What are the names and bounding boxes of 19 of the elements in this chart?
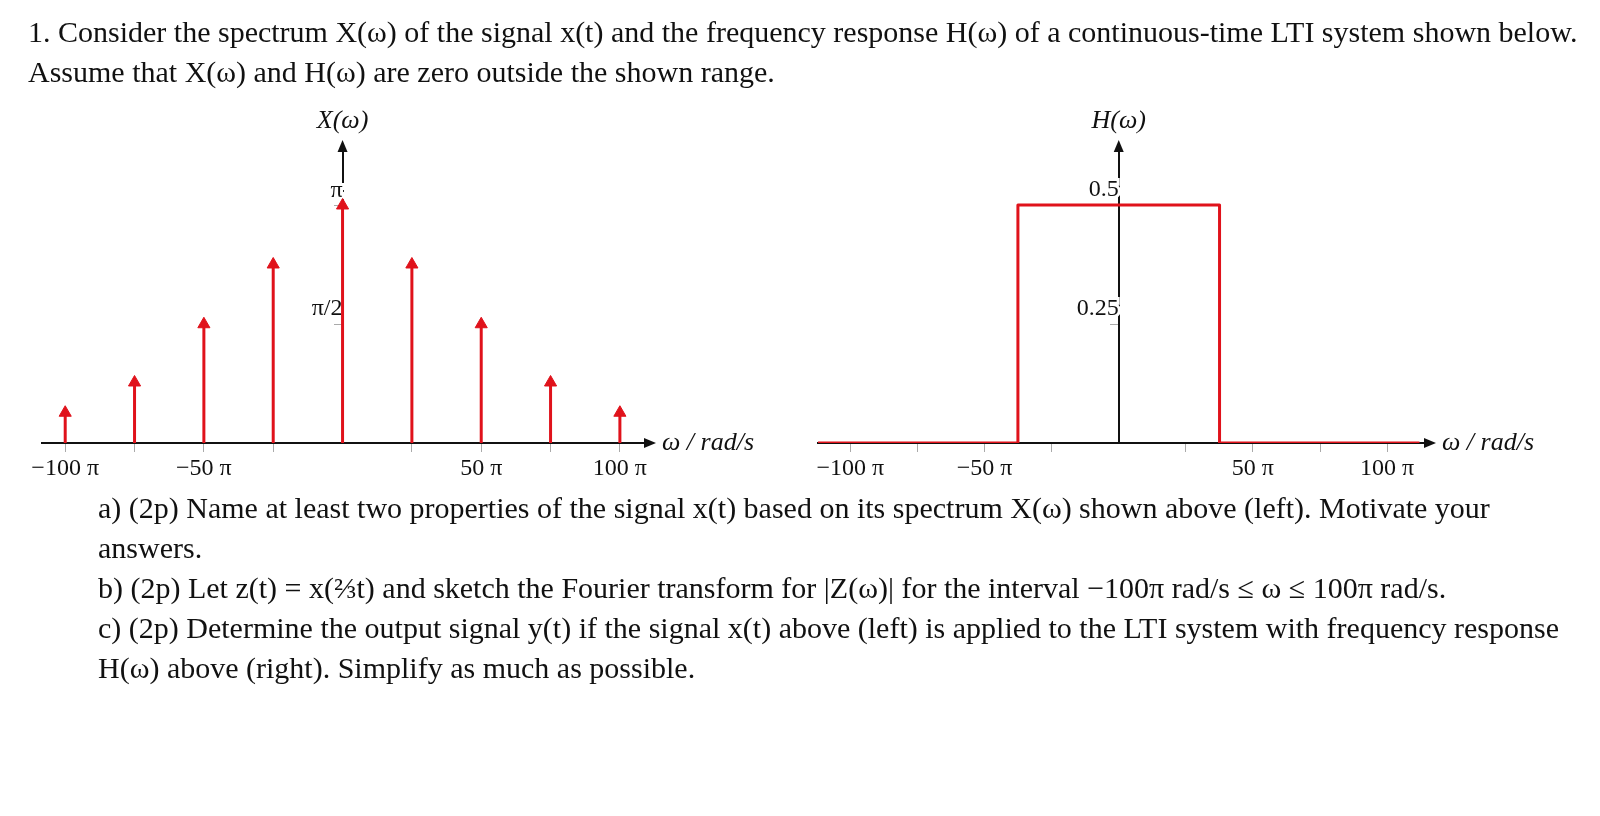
text: 1. Consider the spectrum X(ω) of the signal x(t) and the frequency response H(ω) of a continuous-time LTI system shown below. Assume that X(ω) and H(ω) are zero outside the shown range. [28, 14, 1579, 90]
y-tick-label: 0.25 [1076, 294, 1119, 321]
text: a) (2p) Name at least two properties of the signal x(t) based on its spectrum X(ω) shown above (left). Motivate your answers. [98, 490, 1491, 566]
x-axis-title: ω / rad/s [1442, 426, 1535, 456]
text: b) (2p) Let z(t) = x(⅔t) and sketch the Fourier transform for |Z(ω)| for the interval −100π rad/s ≤ ω ≤ 100π rad/s. [98, 570, 1448, 606]
y-axis-title: H(ω) [1090, 104, 1146, 134]
x-tick-label: −50 π [176, 453, 232, 480]
x-axis-title: ω / rad/s [662, 426, 755, 456]
x-tick-label: −100 π [816, 453, 885, 480]
x-tick-label: 50 π [1231, 453, 1274, 480]
text: c) (2p) Determine the output signal y(t) if the signal x(t) above (left) is applied to the LTI system with frequency response H(ω) above (right). Simplify as much as possible. [98, 610, 1560, 686]
x-tick-label: 50 π [460, 453, 503, 480]
x-tick-label: −100 π [31, 453, 100, 480]
x-tick-label: 100 π [1360, 453, 1415, 480]
y-tick-label: π/2 [311, 294, 343, 321]
y-axis-title: X(ω) [315, 104, 369, 134]
x-tick-label: 100 π [592, 453, 647, 480]
x-tick-label: −50 π [956, 453, 1013, 480]
y-tick-label: 0.5 [1088, 175, 1119, 202]
